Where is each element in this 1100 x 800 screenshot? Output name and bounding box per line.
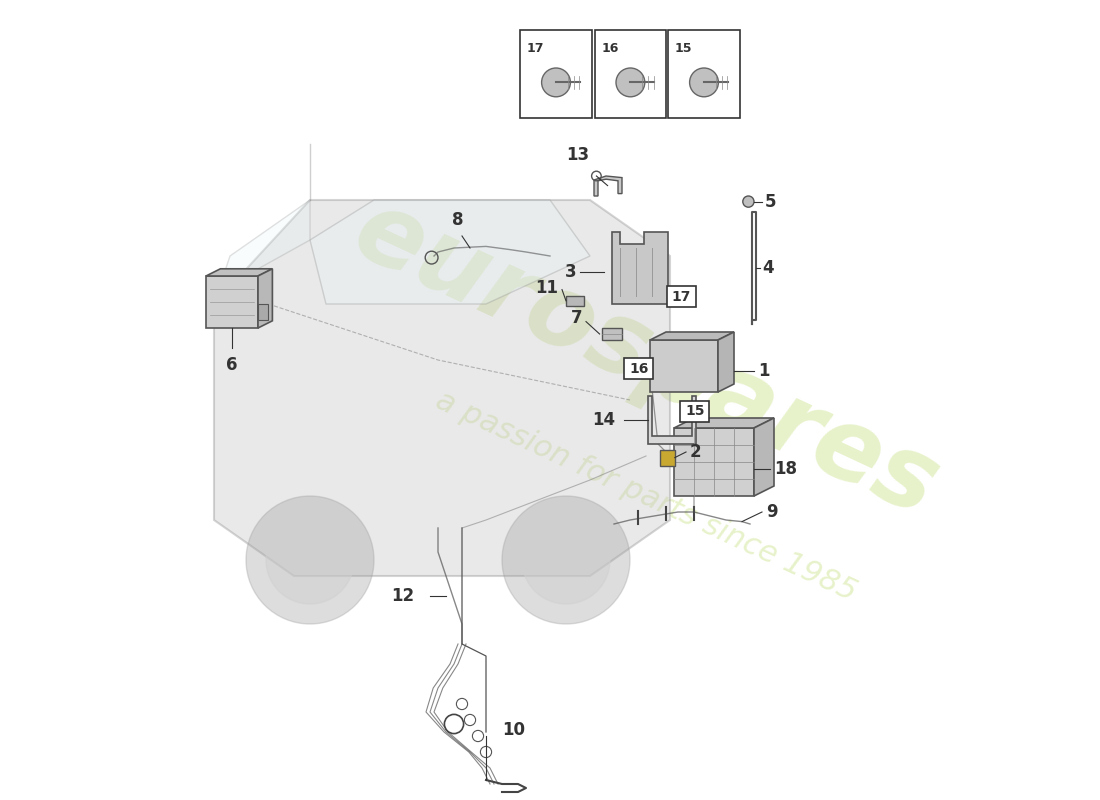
Text: 16: 16 xyxy=(629,362,649,376)
Text: 2: 2 xyxy=(690,443,702,461)
Polygon shape xyxy=(674,428,754,496)
Text: 11: 11 xyxy=(535,279,558,297)
Text: 4: 4 xyxy=(762,259,773,277)
Text: 9: 9 xyxy=(766,503,778,521)
Text: 3: 3 xyxy=(564,263,576,281)
Bar xyxy=(258,304,267,320)
Text: 17: 17 xyxy=(671,290,691,304)
FancyBboxPatch shape xyxy=(669,30,739,118)
Text: 1: 1 xyxy=(758,362,770,380)
Circle shape xyxy=(742,196,754,207)
Polygon shape xyxy=(310,200,590,304)
Text: 6: 6 xyxy=(227,356,238,374)
Text: 14: 14 xyxy=(593,411,616,429)
FancyBboxPatch shape xyxy=(681,401,710,422)
Circle shape xyxy=(541,68,571,97)
Text: 17: 17 xyxy=(527,42,544,54)
Text: eurospares: eurospares xyxy=(339,182,954,538)
Text: 12: 12 xyxy=(390,587,414,605)
Text: 15: 15 xyxy=(685,404,705,418)
Circle shape xyxy=(246,496,374,624)
FancyBboxPatch shape xyxy=(667,286,695,307)
Bar xyxy=(566,296,584,306)
Polygon shape xyxy=(674,418,774,428)
Text: 13: 13 xyxy=(566,146,590,164)
Circle shape xyxy=(522,516,611,604)
Circle shape xyxy=(690,68,718,97)
Polygon shape xyxy=(650,332,734,340)
Polygon shape xyxy=(206,269,273,276)
Polygon shape xyxy=(214,200,310,304)
Bar xyxy=(660,450,674,466)
Polygon shape xyxy=(214,200,670,576)
Polygon shape xyxy=(754,418,774,496)
Polygon shape xyxy=(258,269,273,328)
Circle shape xyxy=(616,68,645,97)
Text: 18: 18 xyxy=(774,460,798,478)
Text: a passion for parts since 1985: a passion for parts since 1985 xyxy=(431,386,861,606)
FancyBboxPatch shape xyxy=(520,30,592,118)
Polygon shape xyxy=(718,332,734,392)
Polygon shape xyxy=(206,276,258,328)
FancyBboxPatch shape xyxy=(595,30,666,118)
Text: 16: 16 xyxy=(602,42,618,54)
Polygon shape xyxy=(594,176,621,196)
Polygon shape xyxy=(648,396,695,444)
Text: 5: 5 xyxy=(764,193,776,210)
Polygon shape xyxy=(650,340,718,392)
Text: 7: 7 xyxy=(571,310,582,327)
FancyBboxPatch shape xyxy=(625,358,653,379)
Circle shape xyxy=(266,516,354,604)
Text: 15: 15 xyxy=(674,42,692,54)
Text: 8: 8 xyxy=(452,211,464,229)
Circle shape xyxy=(502,496,630,624)
Polygon shape xyxy=(613,232,669,304)
Text: 10: 10 xyxy=(502,721,525,738)
Bar xyxy=(602,328,621,340)
